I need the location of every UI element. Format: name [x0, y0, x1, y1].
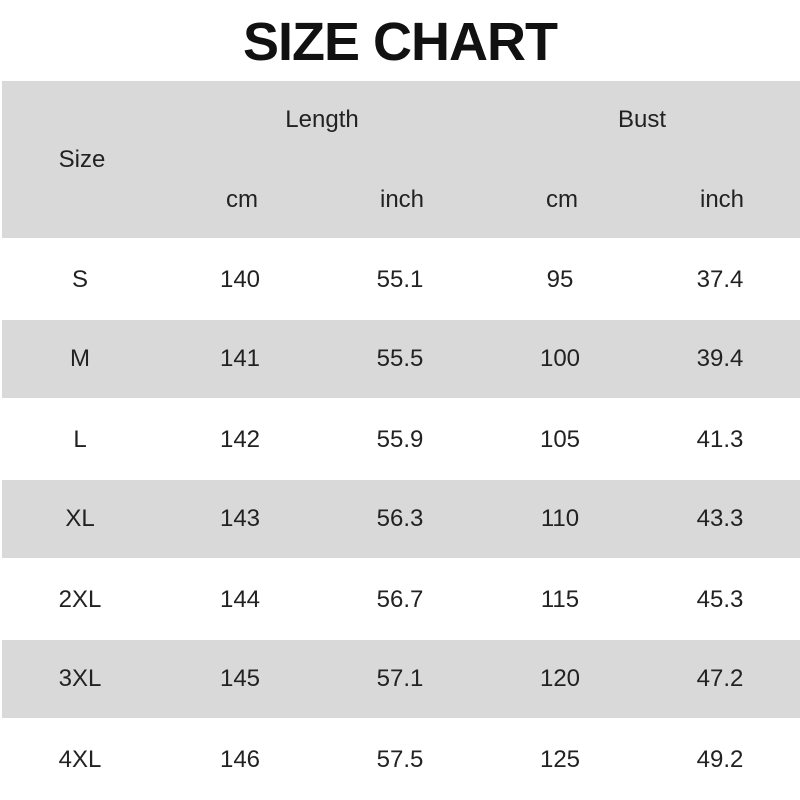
size-cell: M	[70, 345, 90, 372]
table-row: 4XL 146 57.5 125 49.2	[2, 720, 800, 800]
length-inch-cell: 56.3	[376, 505, 424, 532]
size-cell: XL	[65, 505, 95, 532]
length-inch-cell: 55.1	[376, 266, 424, 293]
bust-inch-cell: 43.3	[696, 505, 744, 532]
bust-inch-cell: 41.3	[696, 426, 744, 453]
bust-cm-cell: 125	[539, 746, 581, 773]
length-inch-cell: 57.5	[376, 746, 424, 773]
size-cell: 2XL	[58, 586, 102, 613]
length-inch-cell: 57.1	[376, 665, 424, 692]
page-title: SIZE CHART	[243, 12, 558, 72]
size-cell: S	[71, 266, 88, 293]
bust-cm-cell: 115	[540, 586, 580, 613]
unit-header: inch	[699, 186, 745, 213]
size-cell: 3XL	[58, 665, 102, 692]
table-row: L 142 55.9 105 41.3	[2, 400, 800, 480]
length-inch-cell: 55.9	[376, 426, 424, 453]
bust-cm-cell: 105	[539, 426, 581, 453]
table-row: S 140 55.1 95 37.4	[2, 240, 800, 320]
bust-inch-cell: 49.2	[696, 746, 744, 773]
length-cm-cell: 144	[219, 586, 261, 613]
size-cell: L	[73, 426, 87, 453]
length-cm-cell: 145	[219, 665, 261, 692]
bust-cm-cell: 95	[546, 266, 574, 293]
table-row: XL 143 56.3 110 43.3	[2, 480, 800, 558]
length-cm-cell: 142	[219, 426, 261, 453]
unit-header: cm	[226, 186, 258, 213]
table-header: Size Length Bust cm inch cm inch	[2, 81, 800, 238]
length-cm-cell: 146	[219, 746, 261, 773]
length-inch-cell: 55.5	[376, 345, 424, 372]
bust-cm-cell: 100	[539, 345, 581, 372]
bust-inch-cell: 45.3	[696, 586, 744, 613]
size-cell: 4XL	[58, 746, 102, 773]
bust-inch-cell: 39.4	[696, 345, 744, 372]
bust-cm-cell: 110	[540, 505, 580, 532]
table-row: 2XL 144 56.7 115 45.3	[2, 560, 800, 640]
length-header: Length	[285, 106, 359, 133]
unit-header: inch	[379, 186, 425, 213]
length-inch-cell: 56.7	[376, 586, 424, 613]
size-header: Size	[58, 146, 106, 173]
table-row: M 141 55.5 100 39.4	[2, 320, 800, 398]
length-cm-cell: 140	[219, 266, 261, 293]
bust-inch-cell: 37.4	[696, 266, 744, 293]
length-cm-cell: 143	[219, 505, 261, 532]
table-row: 3XL 145 57.1 120 47.2	[2, 640, 800, 718]
unit-header: cm	[546, 186, 578, 213]
bust-header: Bust	[617, 106, 667, 133]
bust-inch-cell: 47.2	[696, 665, 744, 692]
length-cm-cell: 141	[219, 345, 261, 372]
bust-cm-cell: 120	[539, 665, 581, 692]
